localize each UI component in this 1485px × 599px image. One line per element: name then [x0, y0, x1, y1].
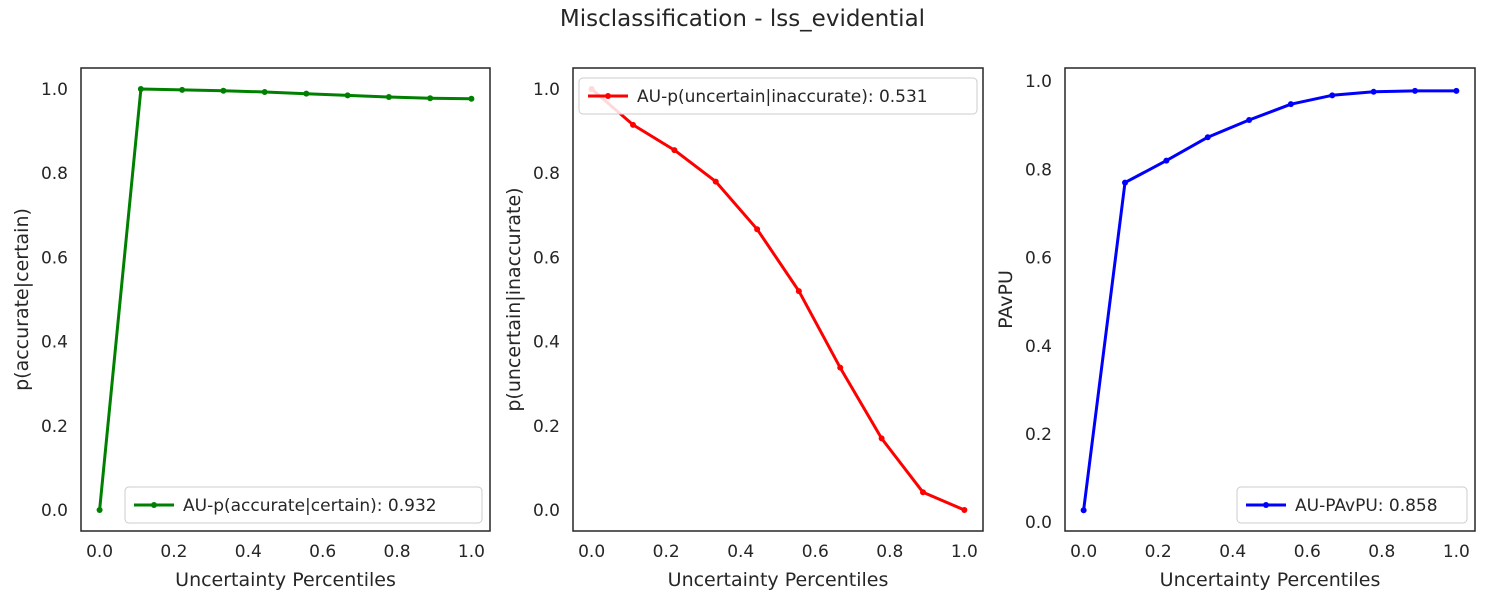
x-tick-label: 0.4 [1219, 542, 1246, 562]
legend: AU-p(uncertain|inaccurate): 0.531 [578, 77, 978, 115]
y-tick-label: 0.8 [533, 164, 560, 184]
y-tick-label: 0.2 [533, 417, 560, 437]
axes-frame [1064, 67, 1476, 532]
y-tick-label: 0.0 [41, 501, 68, 521]
data-point [1122, 179, 1129, 186]
legend-box [578, 77, 978, 115]
legend-label: AU-p(accurate|certain): 0.932 [183, 496, 437, 516]
y-tick-label: 0.6 [41, 248, 68, 268]
x-tick-label: 0.2 [653, 542, 680, 562]
x-tick-label: 0.0 [578, 542, 605, 562]
x-tick-label: 0.0 [1070, 542, 1097, 562]
data-point [1329, 92, 1336, 99]
data-point [344, 92, 351, 99]
y-tick-label: 0.6 [533, 248, 560, 268]
data-point [712, 178, 719, 185]
x-tick-label: 0.4 [235, 542, 262, 562]
data-point [754, 226, 761, 233]
y-tick-label: 0.2 [41, 417, 68, 437]
data-point [671, 147, 678, 154]
subplot-pavpu: 0.0 0.2 0.4 0.6 0.8 1.0 0.0 0.2 0.4 0.6 0.8 1.0 Unce… [995, 67, 1476, 591]
data-point [1411, 87, 1418, 94]
x-tick-label: 0.4 [727, 542, 754, 562]
x-tick-label: 0.2 [160, 542, 187, 562]
axes-frame [572, 67, 984, 532]
figure-title: Misclassification - lss_evidential [559, 6, 926, 32]
data-point [1370, 88, 1377, 95]
subplot-accurate-certain: 0.0 0.2 0.4 0.6 0.8 1.0 0.0 0.2 0.4 0.6 0.8 1.0 Unce… [11, 67, 491, 591]
y-tick-label: 0.6 [1025, 249, 1052, 269]
x-axis-label: Uncertainty Percentiles [668, 569, 889, 591]
y-tick-label: 0.8 [41, 164, 68, 184]
legend-marker [1263, 502, 1269, 508]
data-point [1287, 101, 1294, 108]
data-point [878, 435, 885, 442]
y-tick-label: 0.4 [41, 333, 68, 353]
data-point [837, 364, 844, 371]
legend-label: AU-p(uncertain|inaccurate): 0.531 [637, 87, 928, 107]
legend-marker [151, 502, 157, 508]
x-tick-label: 0.6 [802, 542, 829, 562]
data-point [1204, 134, 1211, 141]
x-axis-label: Uncertainty Percentiles [1160, 569, 1381, 591]
y-tick-label: 1.0 [533, 80, 560, 100]
legend: AU-p(accurate|certain): 0.932 [124, 486, 483, 524]
data-point [96, 506, 103, 513]
series-line [1082, 89, 1458, 512]
y-tick-label: 0.4 [533, 333, 560, 353]
legend: AU-PAvPU: 0.858 [1236, 486, 1468, 524]
data-point [1080, 507, 1087, 514]
data-point [1246, 117, 1253, 124]
series-line [590, 87, 966, 512]
x-tick-label: 0.8 [1368, 542, 1395, 562]
x-tick-label: 0.8 [876, 542, 903, 562]
x-tick-label: 0.2 [1145, 542, 1172, 562]
legend-box [124, 486, 483, 524]
axes-frame [80, 67, 491, 532]
x-tick-label: 0.6 [309, 542, 336, 562]
y-tick-label: 1.0 [1025, 72, 1052, 92]
data-point [919, 489, 926, 496]
data-point [1163, 157, 1170, 164]
x-tick-label: 1.0 [1443, 542, 1470, 562]
x-tick-label: 1.0 [951, 542, 978, 562]
legend-marker [605, 93, 611, 99]
data-point [795, 288, 802, 295]
x-tick-label: 1.0 [458, 542, 485, 562]
data-point [1453, 87, 1460, 94]
y-axis-label: p(uncertain|inaccurate) [503, 187, 525, 411]
y-axis-label: p(accurate|certain) [11, 208, 33, 391]
data-point [385, 94, 392, 101]
y-tick-label: 0.4 [1025, 337, 1052, 357]
data-point [303, 90, 310, 97]
subplot-uncertain-inaccurate: 0.0 0.2 0.4 0.6 0.8 1.0 0.0 0.2 0.4 0.6 0.8 1.0 Unce… [503, 67, 984, 591]
data-point [179, 86, 186, 93]
series-line [98, 87, 473, 512]
data-point [427, 95, 434, 102]
y-axis-label: PAvPU [995, 270, 1017, 329]
data-point [468, 95, 475, 102]
y-tick-label: 0.8 [1025, 160, 1052, 180]
legend-label: AU-PAvPU: 0.858 [1295, 496, 1438, 516]
x-tick-label: 0.6 [1294, 542, 1321, 562]
x-tick-label: 0.0 [86, 542, 113, 562]
data-point [220, 87, 227, 94]
y-tick-label: 0.2 [1025, 425, 1052, 445]
data-point [137, 86, 144, 93]
data-point [261, 88, 268, 95]
x-axis-label: Uncertainty Percentiles [175, 569, 396, 591]
y-tick-label: 0.0 [1025, 513, 1052, 533]
legend-box [1236, 486, 1468, 524]
x-tick-label: 0.8 [384, 542, 411, 562]
y-tick-label: 0.0 [533, 501, 560, 521]
data-point [630, 121, 637, 128]
y-tick-label: 1.0 [41, 80, 68, 100]
data-point [961, 506, 968, 513]
